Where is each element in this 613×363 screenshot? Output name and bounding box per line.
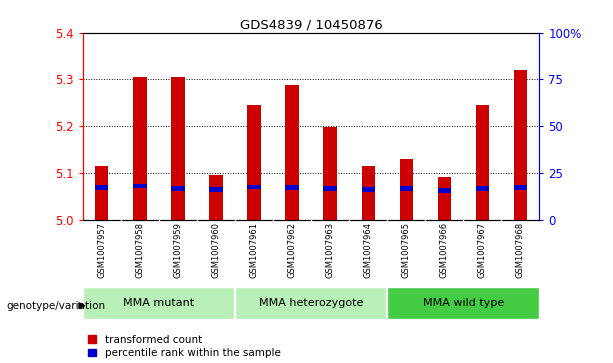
Bar	[248, 184, 261, 189]
Bar	[362, 166, 375, 187]
Bar	[476, 191, 489, 220]
Bar	[514, 185, 527, 190]
Bar	[209, 187, 223, 192]
Text: GSM1007963: GSM1007963	[326, 222, 335, 278]
Bar	[400, 159, 413, 186]
Text: GSM1007960: GSM1007960	[211, 222, 221, 278]
Bar	[324, 187, 337, 191]
Bar	[95, 185, 109, 190]
Bar	[400, 186, 413, 191]
Bar	[286, 85, 299, 185]
Text: MMA wild type: MMA wild type	[423, 298, 504, 308]
Bar	[324, 127, 337, 187]
Bar	[286, 190, 299, 220]
Text: genotype/variation: genotype/variation	[6, 301, 105, 311]
Bar	[438, 177, 451, 188]
Text: MMA heterozygote: MMA heterozygote	[259, 298, 364, 308]
Bar	[476, 105, 489, 187]
Text: GSM1007966: GSM1007966	[440, 222, 449, 278]
Text: GSM1007961: GSM1007961	[249, 222, 259, 278]
Text: GSM1007967: GSM1007967	[478, 222, 487, 278]
Bar	[133, 77, 147, 184]
Bar	[400, 191, 413, 220]
Bar	[209, 192, 223, 220]
Text: GSM1007959: GSM1007959	[173, 222, 183, 278]
Text: GSM1007962: GSM1007962	[287, 222, 297, 278]
Bar	[171, 77, 185, 186]
Bar	[235, 287, 386, 319]
Bar	[476, 187, 489, 191]
Bar	[133, 184, 147, 188]
Bar	[83, 287, 234, 319]
Text: GSM1007958: GSM1007958	[135, 222, 144, 278]
Bar	[514, 190, 527, 220]
Bar	[286, 185, 299, 190]
Bar	[209, 175, 223, 187]
Bar	[324, 191, 337, 220]
Title: GDS4839 / 10450876: GDS4839 / 10450876	[240, 19, 383, 32]
Text: GSM1007957: GSM1007957	[97, 222, 106, 278]
Bar	[248, 105, 261, 184]
Bar	[362, 192, 375, 220]
Text: GSM1007965: GSM1007965	[402, 222, 411, 278]
Bar	[438, 193, 451, 220]
Bar	[133, 188, 147, 220]
Bar	[362, 187, 375, 192]
Bar	[171, 186, 185, 191]
Text: MMA mutant: MMA mutant	[123, 298, 194, 308]
Bar	[171, 191, 185, 220]
Text: GSM1007964: GSM1007964	[364, 222, 373, 278]
Bar	[514, 70, 527, 185]
Text: GSM1007968: GSM1007968	[516, 222, 525, 278]
Bar	[248, 189, 261, 220]
Bar	[387, 287, 539, 319]
Bar	[438, 188, 451, 193]
Bar	[95, 166, 109, 185]
Bar	[95, 190, 109, 220]
Legend: transformed count, percentile rank within the sample: transformed count, percentile rank withi…	[88, 335, 281, 358]
